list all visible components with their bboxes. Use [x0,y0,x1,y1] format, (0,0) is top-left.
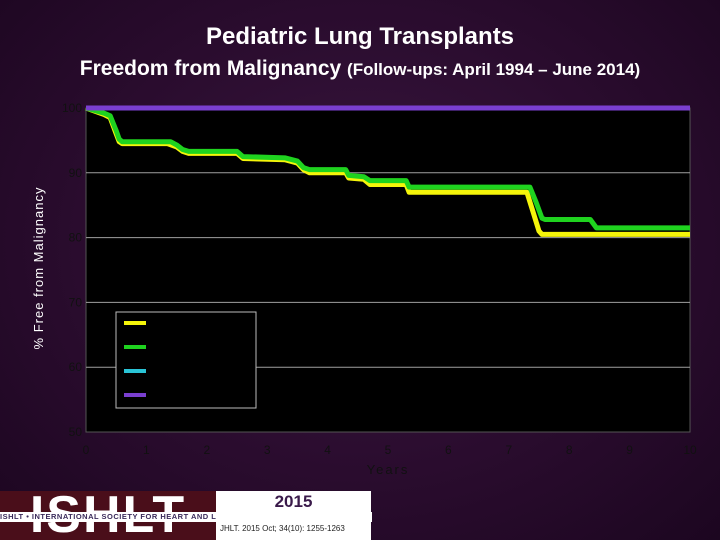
x-tick-label: 8 [566,443,573,457]
x-tick-label: 5 [385,443,392,457]
legend-entries [124,321,146,397]
chart-subtitle: Freedom from Malignancy (Follow-ups: Apr… [0,57,720,81]
x-tick-label: 4 [324,443,331,457]
y-tick-label: 80 [69,231,83,245]
chart-title: Pediatric Lung Transplants [205,23,515,50]
x-tick-label: 1 [143,443,150,457]
subtitle-follow-up-range: (Follow-ups: April 1994 – June 2014) [347,60,641,79]
y-tick-label: 60 [69,360,83,374]
x-axis-label: Years [367,462,410,477]
x-tick-label: 3 [264,443,271,457]
series-line-2 [85,105,690,231]
x-tick-label: 7 [505,443,512,457]
x-tick-label: 6 [445,443,452,457]
x-tick-label: 2 [203,443,210,457]
y-tick-label: 70 [69,295,83,309]
y-tick-label: 100 [62,101,82,115]
y-axis-label: % Free from Malignancy [31,187,46,350]
y-tick-label: 90 [69,166,83,180]
x-tick-labels: 0 1 2 3 4 5 6 7 8 9 10 [83,443,697,457]
journal-citation: JHLT. 2015 Oct; 34(10): 1255-1263 [220,524,345,533]
subtitle-main: Freedom from Malignancy [79,57,342,80]
x-tick-label: 0 [83,443,90,457]
x-tick-label: 10 [683,443,697,457]
legend-box [115,311,257,409]
y-tick-labels: 50 60 70 80 90 100 [62,101,82,439]
series-lines [85,105,690,237]
citation-box: 2015 JHLT. 2015 Oct; 34(10): 1255-1263 [216,491,371,540]
report-year: 2015 [274,492,313,511]
y-tick-label: 50 [69,425,83,439]
x-tick-label: 9 [626,443,633,457]
society-banner: ISHLT • INTERNATIONAL SOCIETY FOR HEART … [0,512,372,522]
